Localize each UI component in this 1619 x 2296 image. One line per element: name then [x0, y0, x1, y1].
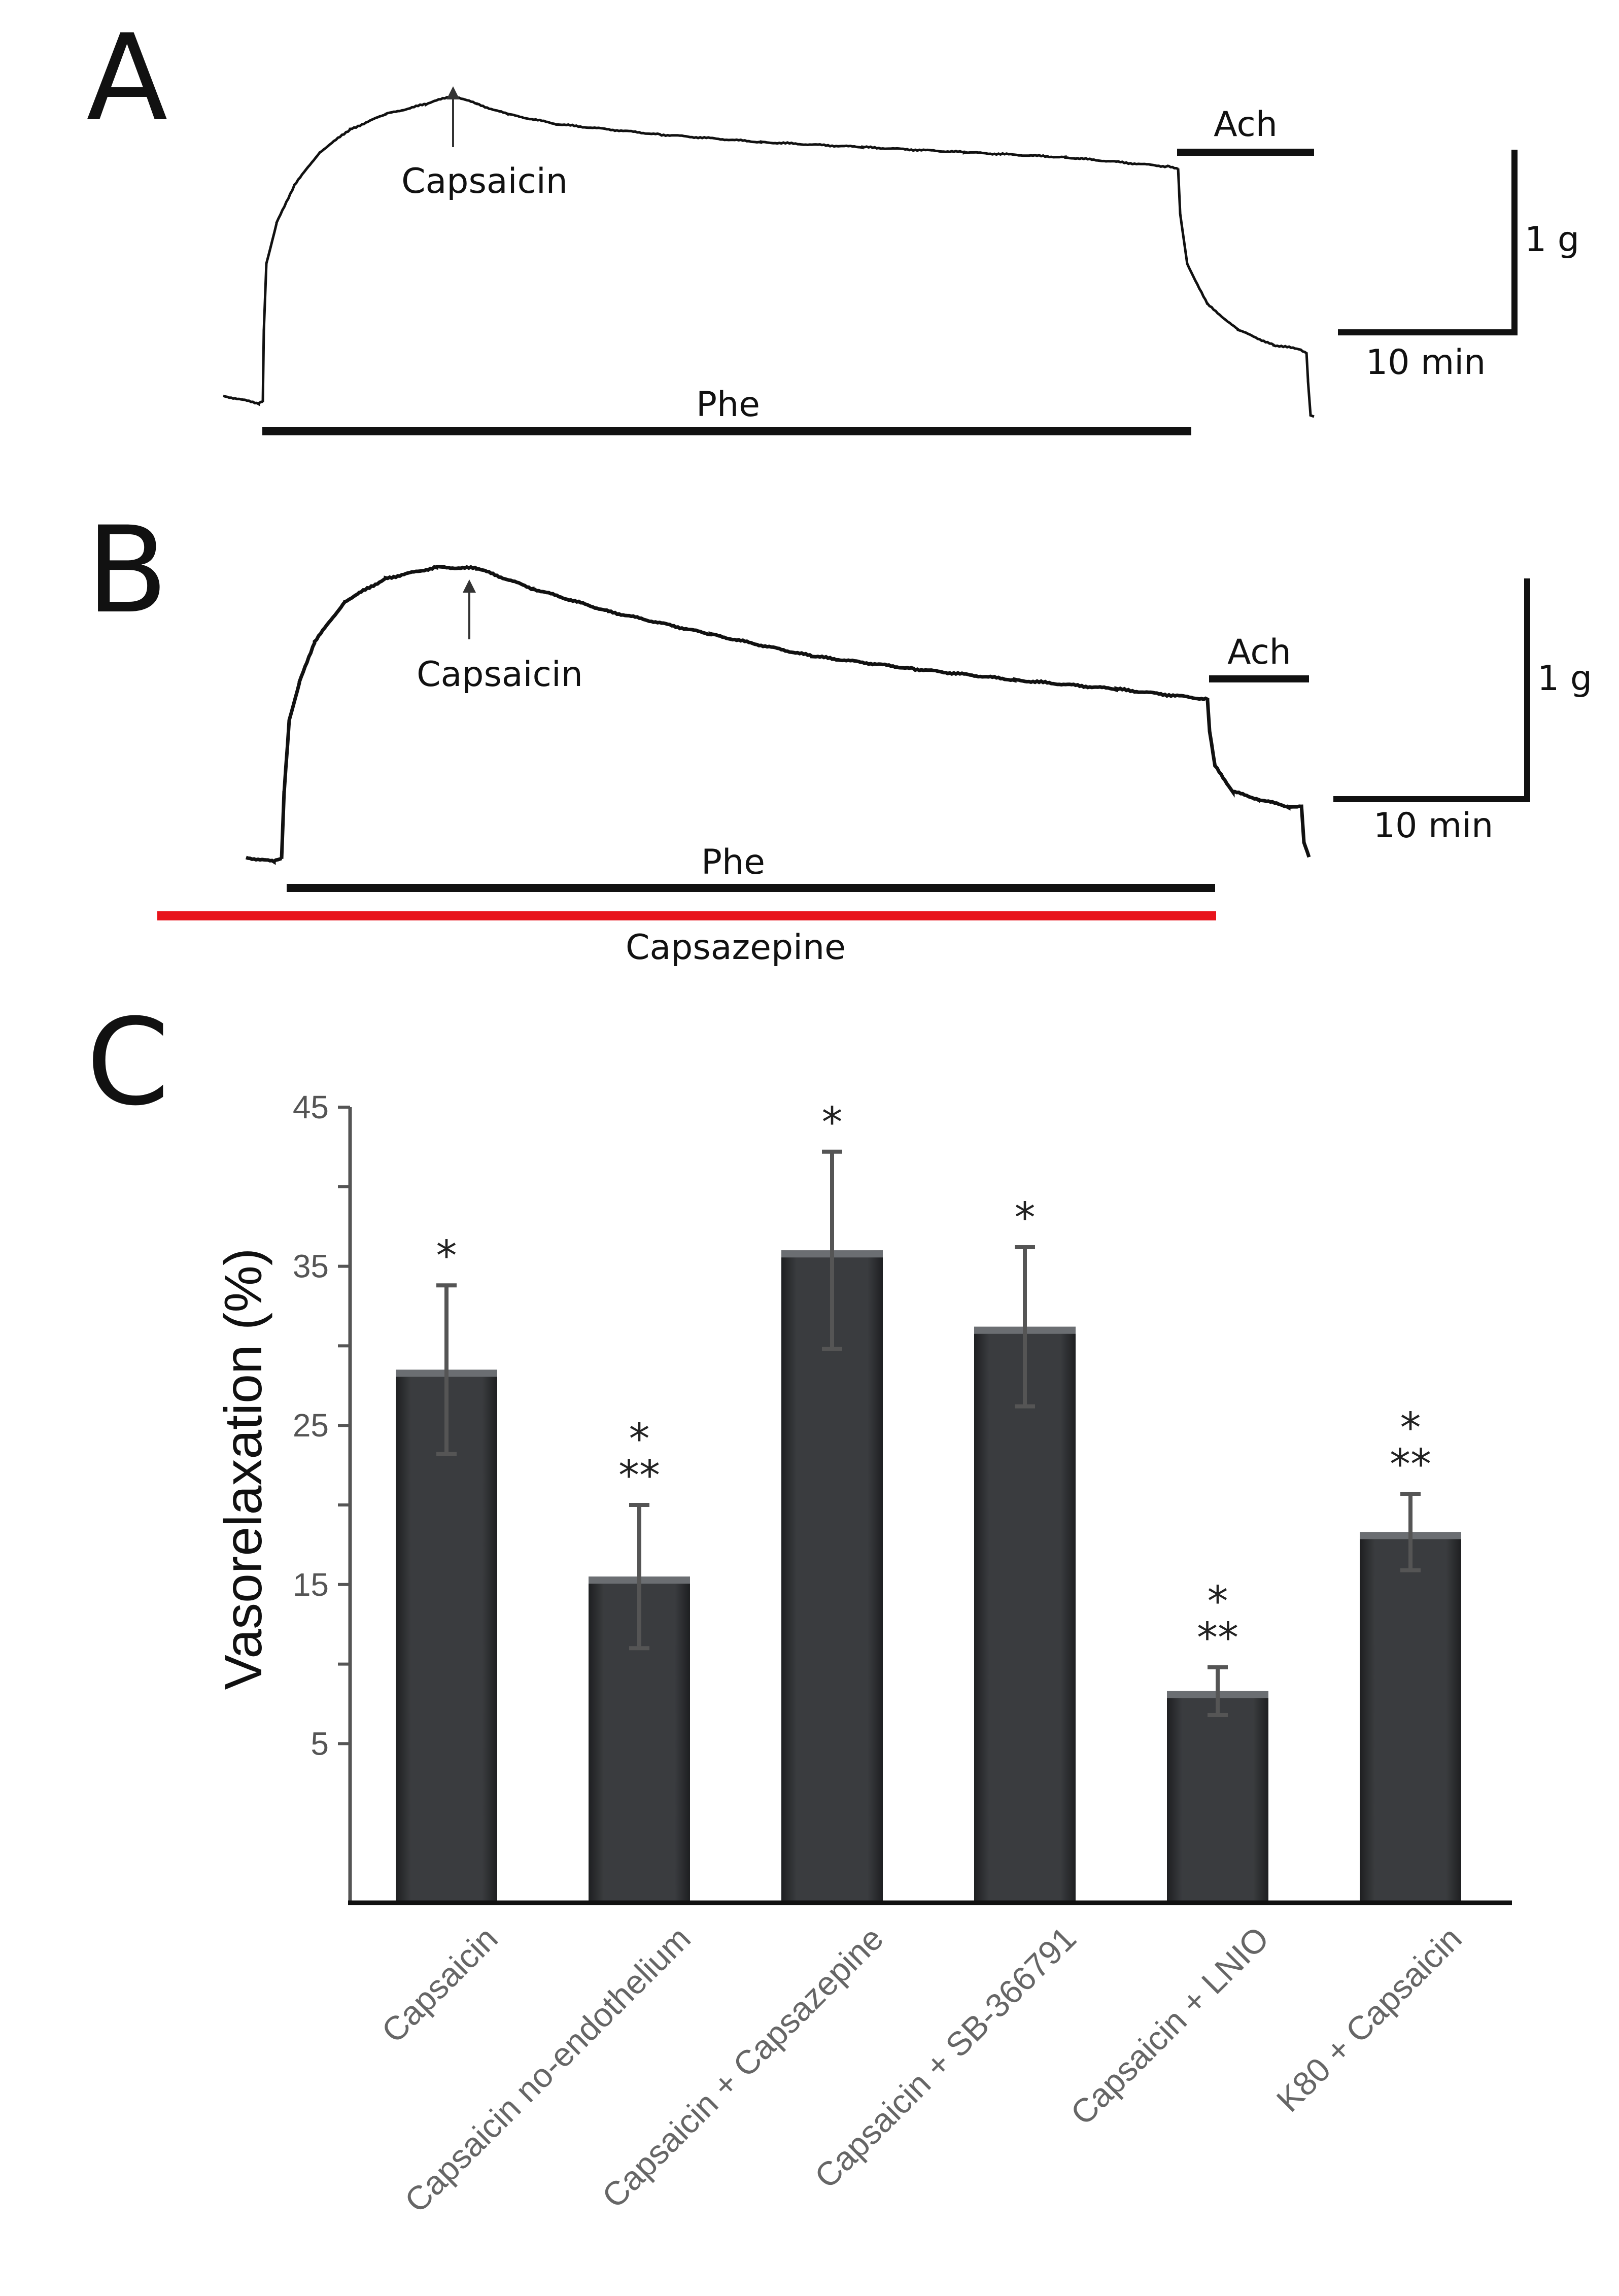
bar [1167, 1691, 1268, 1903]
y-tick-label: 15 [293, 1566, 329, 1603]
panel-a-capsaicin-arrowhead [446, 86, 460, 99]
y-tick-label: 5 [311, 1725, 329, 1762]
panel-c-letter: C [86, 993, 169, 1132]
y-tick-label: 25 [293, 1407, 329, 1444]
significance-marker: ** [1197, 1614, 1238, 1662]
panel-b-capsaicin-label: Capsaicin [417, 655, 583, 695]
bar [974, 1326, 1076, 1903]
y-axis-title: Vasorelaxation (%) [214, 1248, 273, 1690]
panel-b: B Capsaicin Ach Phe Capsazepine 1 g 10 m… [86, 501, 1592, 968]
panel-a-phe-label: Phe [696, 385, 760, 425]
panel-a: A Capsaicin Ach Phe 1 g 10 min [86, 9, 1579, 435]
panel-b-trace [245, 565, 1311, 865]
panel-a-trace [223, 94, 1315, 418]
panel-b-scale-x-label: 10 min [1373, 806, 1493, 846]
significance-marker: * [1015, 1194, 1036, 1242]
y-tick-label: 35 [293, 1248, 329, 1285]
bar [396, 1369, 497, 1903]
panel-a-scale-y-label: 1 g [1525, 220, 1579, 260]
panel-b-phe-label: Phe [701, 842, 765, 882]
bar [1360, 1532, 1461, 1903]
panel-b-letter: B [86, 501, 168, 640]
significance-marker: ** [1390, 1441, 1431, 1489]
bar [781, 1250, 883, 1903]
panel-a-ach-label: Ach [1214, 105, 1278, 145]
panel-b-capsaicin-arrowhead [463, 579, 476, 593]
panel-b-ach-label: Ach [1227, 632, 1291, 672]
panel-b-capsazepine-label: Capsazepine [626, 928, 846, 968]
significance-marker: * [1400, 1404, 1421, 1452]
significance-marker: ** [618, 1452, 660, 1500]
panel-a-capsaicin-label: Capsaicin [401, 161, 568, 201]
panel-a-scale-bar [1338, 150, 1518, 335]
panel-a-scale-x-label: 10 min [1366, 342, 1486, 383]
significance-marker: * [1208, 1578, 1228, 1626]
panel-b-scale-bar [1333, 578, 1530, 802]
panel-a-letter: A [86, 9, 168, 148]
significance-marker: * [629, 1415, 650, 1463]
significance-marker: * [436, 1232, 457, 1280]
significance-marker: * [822, 1099, 843, 1147]
y-tick-label: 45 [293, 1089, 329, 1125]
panel-b-scale-y-label: 1 g [1537, 659, 1592, 699]
